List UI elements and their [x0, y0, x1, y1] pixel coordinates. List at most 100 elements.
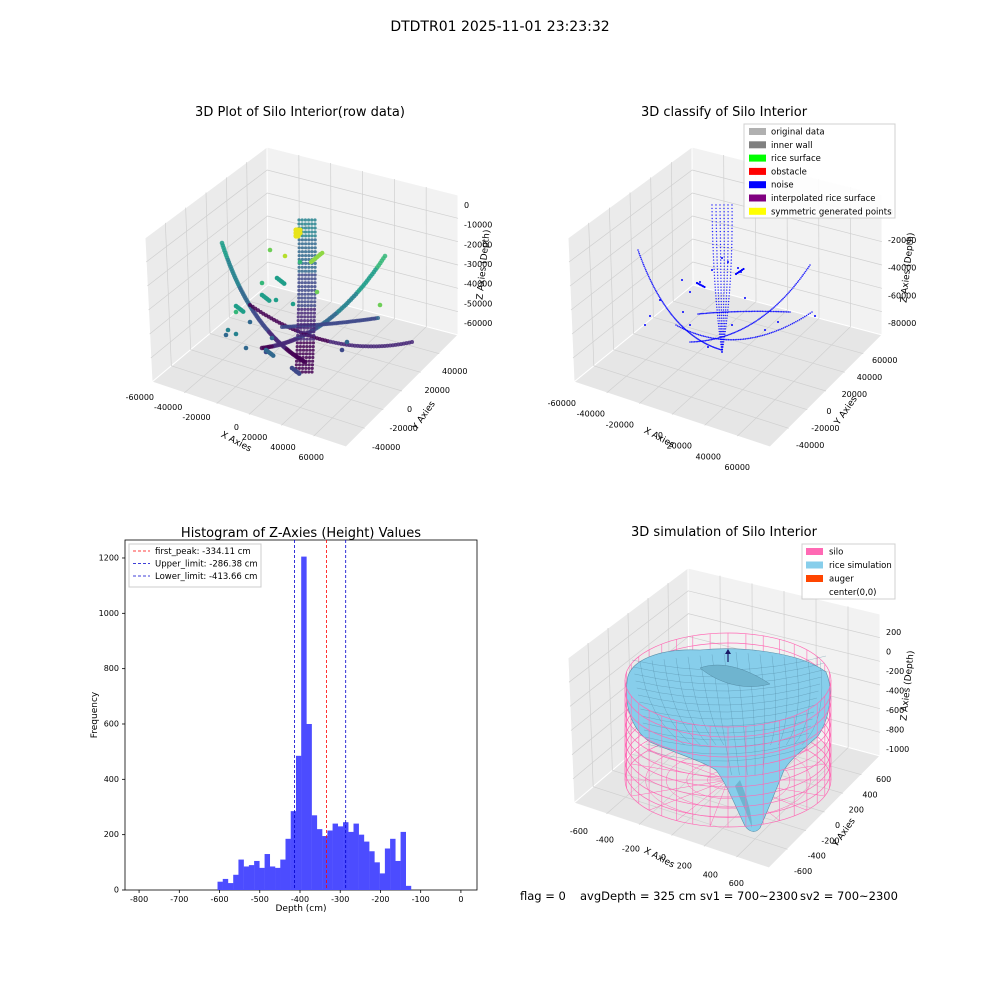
- classify-point: [716, 243, 718, 246]
- classify-point: [731, 221, 733, 223]
- classify-point: [725, 292, 728, 294]
- classify-point: [716, 246, 718, 249]
- classify-point: [665, 306, 667, 308]
- panel-histogram: Histogram of Z-Axies (Height) Values -80…: [90, 526, 478, 914]
- classify-plot-xlabel: X Axies: [642, 426, 676, 451]
- raw-point: [300, 300, 304, 304]
- raw-point: [296, 326, 300, 330]
- raw-point: [301, 366, 305, 370]
- raw-point: [297, 304, 301, 308]
- classify-point: [645, 270, 648, 273]
- classify-point: [773, 306, 776, 308]
- classify-point: [781, 299, 783, 301]
- classify-point: [784, 295, 787, 297]
- classify-point: [723, 230, 725, 233]
- classify-point: [723, 204, 725, 206]
- histogram-ticks: -800 -700 -600 -500 -400 -300 -200 -100 0 0 200 400…: [99, 553, 464, 904]
- classify-point: [802, 273, 804, 276]
- raw-point: [301, 363, 305, 367]
- classify-point: [786, 293, 788, 296]
- raw-point: [309, 326, 313, 330]
- classify-point: [814, 315, 816, 317]
- simulation-ztick: -800: [886, 726, 904, 735]
- classify-point: [723, 295, 725, 297]
- classify-point: [744, 310, 746, 313]
- raw-point: [303, 288, 307, 292]
- classify-point: [746, 325, 748, 328]
- classify-point: [656, 292, 659, 295]
- raw-point: [303, 273, 308, 277]
- raw-point: [299, 322, 303, 326]
- classify-point: [731, 243, 733, 246]
- rice-surface-mesh-line: [786, 657, 799, 746]
- classify-point: [739, 310, 742, 313]
- classify-point: [703, 340, 705, 342]
- raw-point: [298, 363, 302, 367]
- classify-point: [715, 237, 718, 239]
- rice-surface-mesh-line: [639, 661, 685, 746]
- classify-point: [722, 306, 725, 308]
- raw-point: [304, 238, 308, 242]
- raw-point: [308, 337, 312, 341]
- raw-point: [300, 250, 304, 254]
- raw-point: [301, 348, 306, 352]
- classify-point: [637, 249, 639, 251]
- classify-point: [692, 334, 694, 337]
- raw-point: [297, 242, 301, 246]
- raw-point: [310, 292, 314, 296]
- classify-point: [726, 274, 728, 276]
- classify-point: [796, 320, 799, 322]
- raw-point: [313, 304, 317, 308]
- raw-point: [307, 234, 311, 238]
- histogram-ytick-label: 400: [104, 775, 119, 784]
- simulation-legend-swatch: [806, 575, 823, 582]
- classify-point: [717, 283, 719, 285]
- histogram-bar: [233, 874, 239, 890]
- classify-point: [715, 211, 717, 213]
- classify-point: [751, 337, 753, 339]
- classify-xtick: 60000: [725, 463, 750, 472]
- classify-point: [764, 329, 766, 331]
- classify-point: [795, 320, 797, 323]
- raw-point: [296, 307, 301, 311]
- classify-point: [696, 333, 698, 336]
- raw-point: [313, 273, 317, 277]
- classify-point: [748, 324, 751, 326]
- raw-point: [305, 337, 309, 341]
- classify-point: [727, 227, 729, 229]
- classify-point: [725, 325, 727, 327]
- classify-point: [717, 292, 720, 294]
- raw-point: [300, 246, 304, 250]
- raw-point: [298, 359, 302, 363]
- classify-point: [723, 259, 725, 261]
- classify-point: [727, 246, 729, 249]
- classify-point: [761, 310, 764, 313]
- classify-point: [740, 328, 743, 331]
- classify-point: [732, 332, 734, 334]
- classify-point: [726, 334, 729, 337]
- silo-floor-spoke: [649, 779, 729, 811]
- classify-xtick: -40000: [577, 410, 605, 419]
- classify-legend-swatch: [749, 141, 766, 149]
- raw-ytick: -40000: [372, 443, 400, 452]
- raw-point: [313, 300, 317, 304]
- classify-point: [658, 295, 660, 297]
- classify-ztick: -80000: [888, 319, 916, 328]
- classify-point: [736, 338, 738, 341]
- classify-point: [776, 303, 778, 306]
- simulation-silo-wireframe-front: [624, 679, 832, 828]
- classify-point: [796, 281, 799, 284]
- classify-point: [802, 316, 804, 319]
- raw-ytick: -20000: [390, 424, 418, 433]
- raw-point: [297, 288, 301, 292]
- classify-point: [638, 252, 641, 255]
- raw-point: [297, 285, 301, 289]
- raw-point: [304, 366, 308, 370]
- simulation-xtick: 0: [661, 853, 666, 862]
- classify-point: [717, 277, 719, 279]
- classify-point: [711, 207, 713, 210]
- classify-point: [694, 332, 697, 335]
- raw-point: [313, 250, 317, 254]
- histogram-bar: [316, 829, 323, 890]
